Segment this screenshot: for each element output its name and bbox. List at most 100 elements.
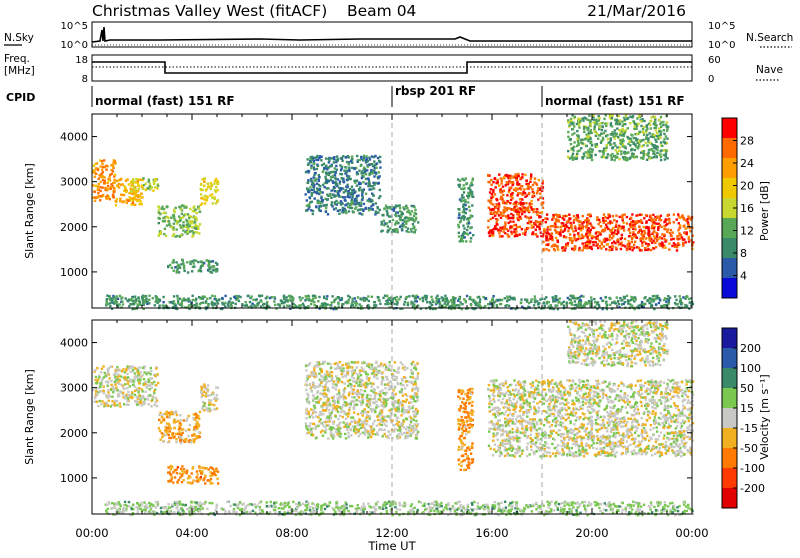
power-echo-cell-11 — [647, 154, 649, 156]
power-echo-cell-6 — [351, 155, 353, 157]
power-echo-cell-9 — [508, 207, 510, 209]
power-echo-cell-12 — [400, 296, 402, 298]
power-echo-cell-10 — [601, 230, 603, 232]
power-echo-cell-6 — [321, 199, 323, 201]
power-echo-cell-4 — [217, 180, 219, 182]
power-echo-cell-5 — [191, 270, 193, 272]
power-echo-cell-11 — [640, 139, 642, 141]
power-echo-cell-11 — [635, 128, 637, 130]
power-echo-cell-11 — [629, 137, 631, 139]
power-echo-cell-6 — [314, 197, 316, 199]
power-echo-cell-10 — [606, 239, 608, 241]
power-echo-cell-9 — [498, 232, 500, 234]
power-echo-cell-6 — [374, 213, 376, 215]
vel-echo-cell-4 — [410, 369, 412, 371]
power-echo-cell-11 — [614, 156, 616, 158]
power-echo-cell-0 — [114, 174, 116, 176]
power-echo-cell-12 — [530, 298, 532, 300]
power-echo-cell-3 — [176, 235, 178, 237]
power-echo-cell-6 — [334, 190, 336, 192]
power-echo-cell-10 — [676, 249, 678, 251]
power-echo-cell-7 — [399, 207, 401, 209]
power-echo-cell-6 — [323, 186, 325, 188]
power-echo-cell-1 — [137, 196, 139, 198]
power-echo-cell-11 — [659, 153, 661, 155]
vel-echo-cell-0 — [124, 383, 126, 385]
power-echo-cell-12 — [164, 305, 166, 307]
vel-echo-cell-1 — [178, 431, 180, 433]
power-echo-cell-7 — [417, 221, 419, 223]
power-echo-cell-6 — [317, 165, 319, 167]
vel-echo-cell-1 — [179, 427, 181, 429]
power-echo-cell-12 — [299, 296, 301, 298]
power-echo-cell-10 — [549, 228, 551, 230]
power-echo-cell-12 — [128, 305, 130, 307]
power-echo-cell-6 — [330, 197, 332, 199]
vel-echo-cell-4 — [347, 415, 349, 417]
power-echo-cell-10 — [674, 246, 676, 248]
power-echo-cell-12 — [374, 301, 376, 303]
power-echo-cell-6 — [379, 166, 381, 168]
power-echo-cell-6 — [316, 183, 318, 185]
power-echo-cell-11 — [570, 143, 572, 145]
power-echo-cell-5 — [172, 261, 174, 263]
power-echo-cell-12 — [589, 302, 591, 304]
power-echo-cell-11 — [645, 129, 647, 131]
vel-echo-cell-3 — [187, 481, 189, 483]
power-echo-cell-4 — [212, 196, 214, 198]
power-echo-cell-12 — [156, 298, 158, 300]
power-echo-cell-9 — [508, 189, 510, 191]
power-echo-cell-4 — [215, 186, 217, 188]
noise-panel-frame — [92, 22, 692, 47]
power-echo-cell-12 — [574, 300, 576, 302]
power-echo-cell-10 — [624, 238, 626, 240]
power-echo-cell-12 — [215, 298, 217, 300]
power-echo-cell-12 — [500, 303, 502, 305]
power-echo-cell-6 — [319, 202, 321, 204]
noise-sky-label: N.Sky — [4, 32, 34, 44]
vel-echo-cell-0 — [95, 379, 97, 381]
power-echo-cell-12 — [543, 302, 545, 304]
power-echo-cell-3 — [159, 218, 161, 220]
power-echo-cell-3 — [199, 223, 201, 225]
power-echo-cell-11 — [666, 157, 668, 159]
power-echo-cell-0 — [97, 192, 99, 194]
power-echo-cell-9 — [513, 203, 515, 205]
power-echo-cell-6 — [342, 207, 344, 209]
power-echo-cell-8 — [468, 195, 470, 197]
power-echo-cell-12 — [177, 297, 179, 299]
power-echo-cell-12 — [192, 299, 194, 301]
power-echo-cell-9 — [498, 202, 500, 204]
power-echo-cell-7 — [386, 212, 388, 214]
power-echo-cell-11 — [631, 155, 633, 157]
power-echo-cell-9 — [503, 230, 505, 232]
power-echo-cell-10 — [587, 214, 589, 216]
power-echo-cell-12 — [131, 299, 133, 301]
power-echo-cell-10 — [588, 234, 590, 236]
vel-echo-cell-0 — [142, 390, 144, 392]
power-echo-cell-11 — [622, 125, 624, 127]
power-echo-cell-9 — [509, 177, 511, 179]
power-echo-cell-9 — [500, 217, 502, 219]
power-echo-cell-10 — [546, 228, 548, 230]
power-echo-cell-9 — [529, 204, 531, 206]
power-echo-cell-11 — [603, 132, 605, 134]
power-echo-cell-11 — [660, 149, 662, 151]
power-echo-cell-9 — [503, 209, 505, 211]
power-echo-cell-6 — [330, 165, 332, 167]
power-echo-cell-10 — [568, 214, 570, 216]
vel-echo-cell-0 — [102, 365, 104, 367]
power-echo-cell-7 — [392, 219, 394, 221]
vel-echo-cell-0 — [120, 383, 122, 385]
vel-echo-cell-2 — [208, 404, 210, 406]
power-echo-cell-9 — [503, 228, 505, 230]
power-echo-cell-10 — [574, 245, 576, 247]
power-echo-cell-10 — [622, 244, 624, 246]
power-echo-cell-6 — [308, 203, 310, 205]
power-echo-cell-1 — [115, 204, 117, 206]
power-echo-cell-12 — [365, 297, 367, 299]
power-echo-cell-12 — [458, 304, 460, 306]
freq-label-1: Freq. — [4, 53, 30, 65]
power-echo-cell-9 — [497, 210, 499, 212]
power-echo-cell-11 — [653, 156, 655, 158]
